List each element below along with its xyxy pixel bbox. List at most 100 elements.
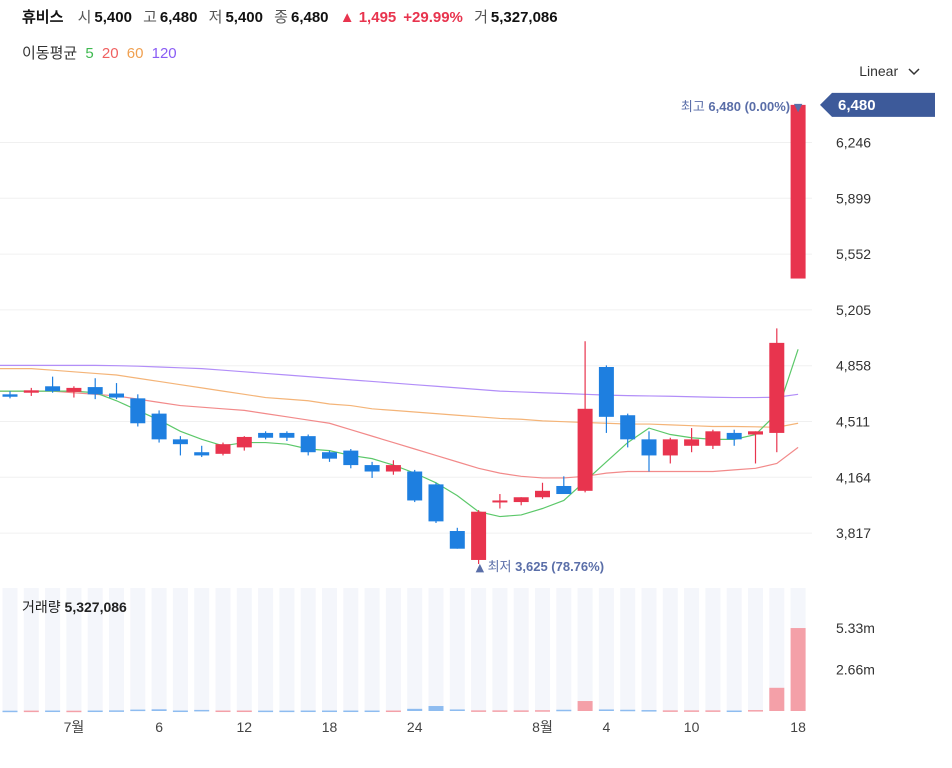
change-value: ▲ 1,495 (339, 9, 397, 26)
volume-column-bg (748, 588, 763, 711)
volume-column-bg (109, 588, 124, 711)
high-value: 6,480 (159, 9, 198, 26)
ma-60-label[interactable]: 60 (126, 45, 144, 62)
candle-body (790, 104, 806, 279)
x-axis-label: 18 (790, 719, 806, 735)
volume-column-bg (620, 588, 636, 711)
volume-title-value: 5,327,086 (64, 599, 127, 615)
high-marker-arrow: ▼ (794, 101, 803, 114)
volume-column-bg (130, 588, 146, 711)
price-tick-label: 5,552 (836, 246, 871, 262)
volume-bar (279, 710, 295, 713)
ma-5-label[interactable]: 5 (85, 45, 94, 62)
ma-120-line (0, 364, 799, 399)
volume-column-bg (258, 588, 274, 711)
ma-60-line (0, 367, 799, 428)
volume-bar (577, 701, 593, 711)
volume-column-bg (641, 588, 657, 711)
volume-column-bg (364, 588, 380, 711)
volume-bar (705, 710, 721, 712)
candle-body (748, 431, 763, 435)
volume-bar (790, 628, 806, 711)
volume-bar (748, 710, 763, 712)
candle-body (662, 439, 678, 456)
candle-body (449, 531, 465, 549)
volume-column-bg (236, 588, 252, 711)
volume-column-bg (343, 588, 359, 711)
volume-column-bg (151, 588, 167, 711)
volume-column-bg (556, 588, 572, 711)
candle-body (471, 511, 487, 560)
candle-body (641, 439, 657, 456)
volume-bar (407, 708, 423, 711)
candle-body (343, 450, 359, 466)
price-tick-label: 6,246 (836, 134, 871, 150)
volume-bar (385, 710, 401, 713)
volume-column-bg (726, 588, 742, 711)
candle-body (23, 390, 39, 393)
candle-body (556, 485, 572, 495)
volume-bar (598, 709, 614, 711)
volume-bar (66, 710, 82, 713)
volume-bar (769, 687, 785, 711)
candle-body (407, 471, 423, 501)
candle-body (769, 342, 785, 433)
volume-bar (556, 709, 572, 712)
low-marker-arrow: ▲ (476, 561, 485, 574)
volume-value: 5,327,086 (490, 9, 558, 26)
volume-bar (641, 710, 657, 712)
change-percent: +29.99% (403, 9, 463, 26)
high-marker-label: 최고 6,480 (0.00%) (681, 99, 790, 114)
candle-body (535, 490, 550, 498)
volume-bar (471, 710, 487, 712)
scale-mode-dropdown[interactable]: Linear (859, 63, 920, 79)
volume-bar (258, 710, 274, 713)
price-tick-label: 4,511 (836, 414, 870, 430)
volume-bar (513, 710, 529, 712)
ma-20-line (0, 390, 799, 479)
volume-bar (684, 710, 700, 712)
volume-column-bg (769, 588, 785, 711)
volume-bar (109, 710, 124, 712)
ma-20-label[interactable]: 20 (101, 45, 119, 62)
price-tick-label: 5,899 (836, 190, 871, 206)
volume-bar (449, 709, 465, 711)
volume-bar (45, 710, 61, 713)
price-tick-label: 4,858 (836, 358, 871, 374)
volume-bar (87, 710, 103, 713)
volume-column-bg (684, 588, 700, 711)
candle-body (598, 366, 614, 417)
volume-bar (215, 710, 231, 713)
volume-bar (662, 710, 678, 712)
volume-bar (300, 710, 316, 713)
volume-column-bg (449, 588, 465, 711)
ma-5-line (0, 349, 799, 518)
candle-body (492, 500, 508, 503)
volume-bar (172, 710, 188, 713)
volume-column-bg (23, 588, 39, 711)
candle-body (45, 386, 61, 392)
volume-column-bg (2, 588, 18, 711)
candle-body (236, 436, 252, 448)
volume-column-bg (300, 588, 316, 711)
x-axis-label: 24 (407, 719, 423, 735)
x-axis-label: 8월 (532, 719, 553, 735)
close-label: 종 (274, 9, 288, 26)
candle-body (513, 497, 529, 503)
candle-body (109, 393, 124, 398)
candle-body (66, 387, 82, 392)
price-tick-label: 3,817 (836, 525, 871, 541)
open-value: 5,400 (94, 9, 132, 26)
volume-bar (2, 710, 18, 713)
candle-body (364, 465, 380, 472)
candle-body (87, 387, 103, 395)
stock-name: 휴비스 (22, 9, 64, 26)
volume-column-bg (194, 588, 210, 711)
ma-120-label[interactable]: 120 (151, 45, 177, 62)
volume-column-bg (66, 588, 82, 711)
price-summary-header: 휴비스 시 5,400 고 6,480 저 5,400 종 6,480 ▲ 1,495 +… (22, 6, 565, 27)
volume-column-bg (513, 588, 529, 711)
close-value: 6,480 (290, 9, 329, 26)
volume-bar (726, 710, 742, 713)
